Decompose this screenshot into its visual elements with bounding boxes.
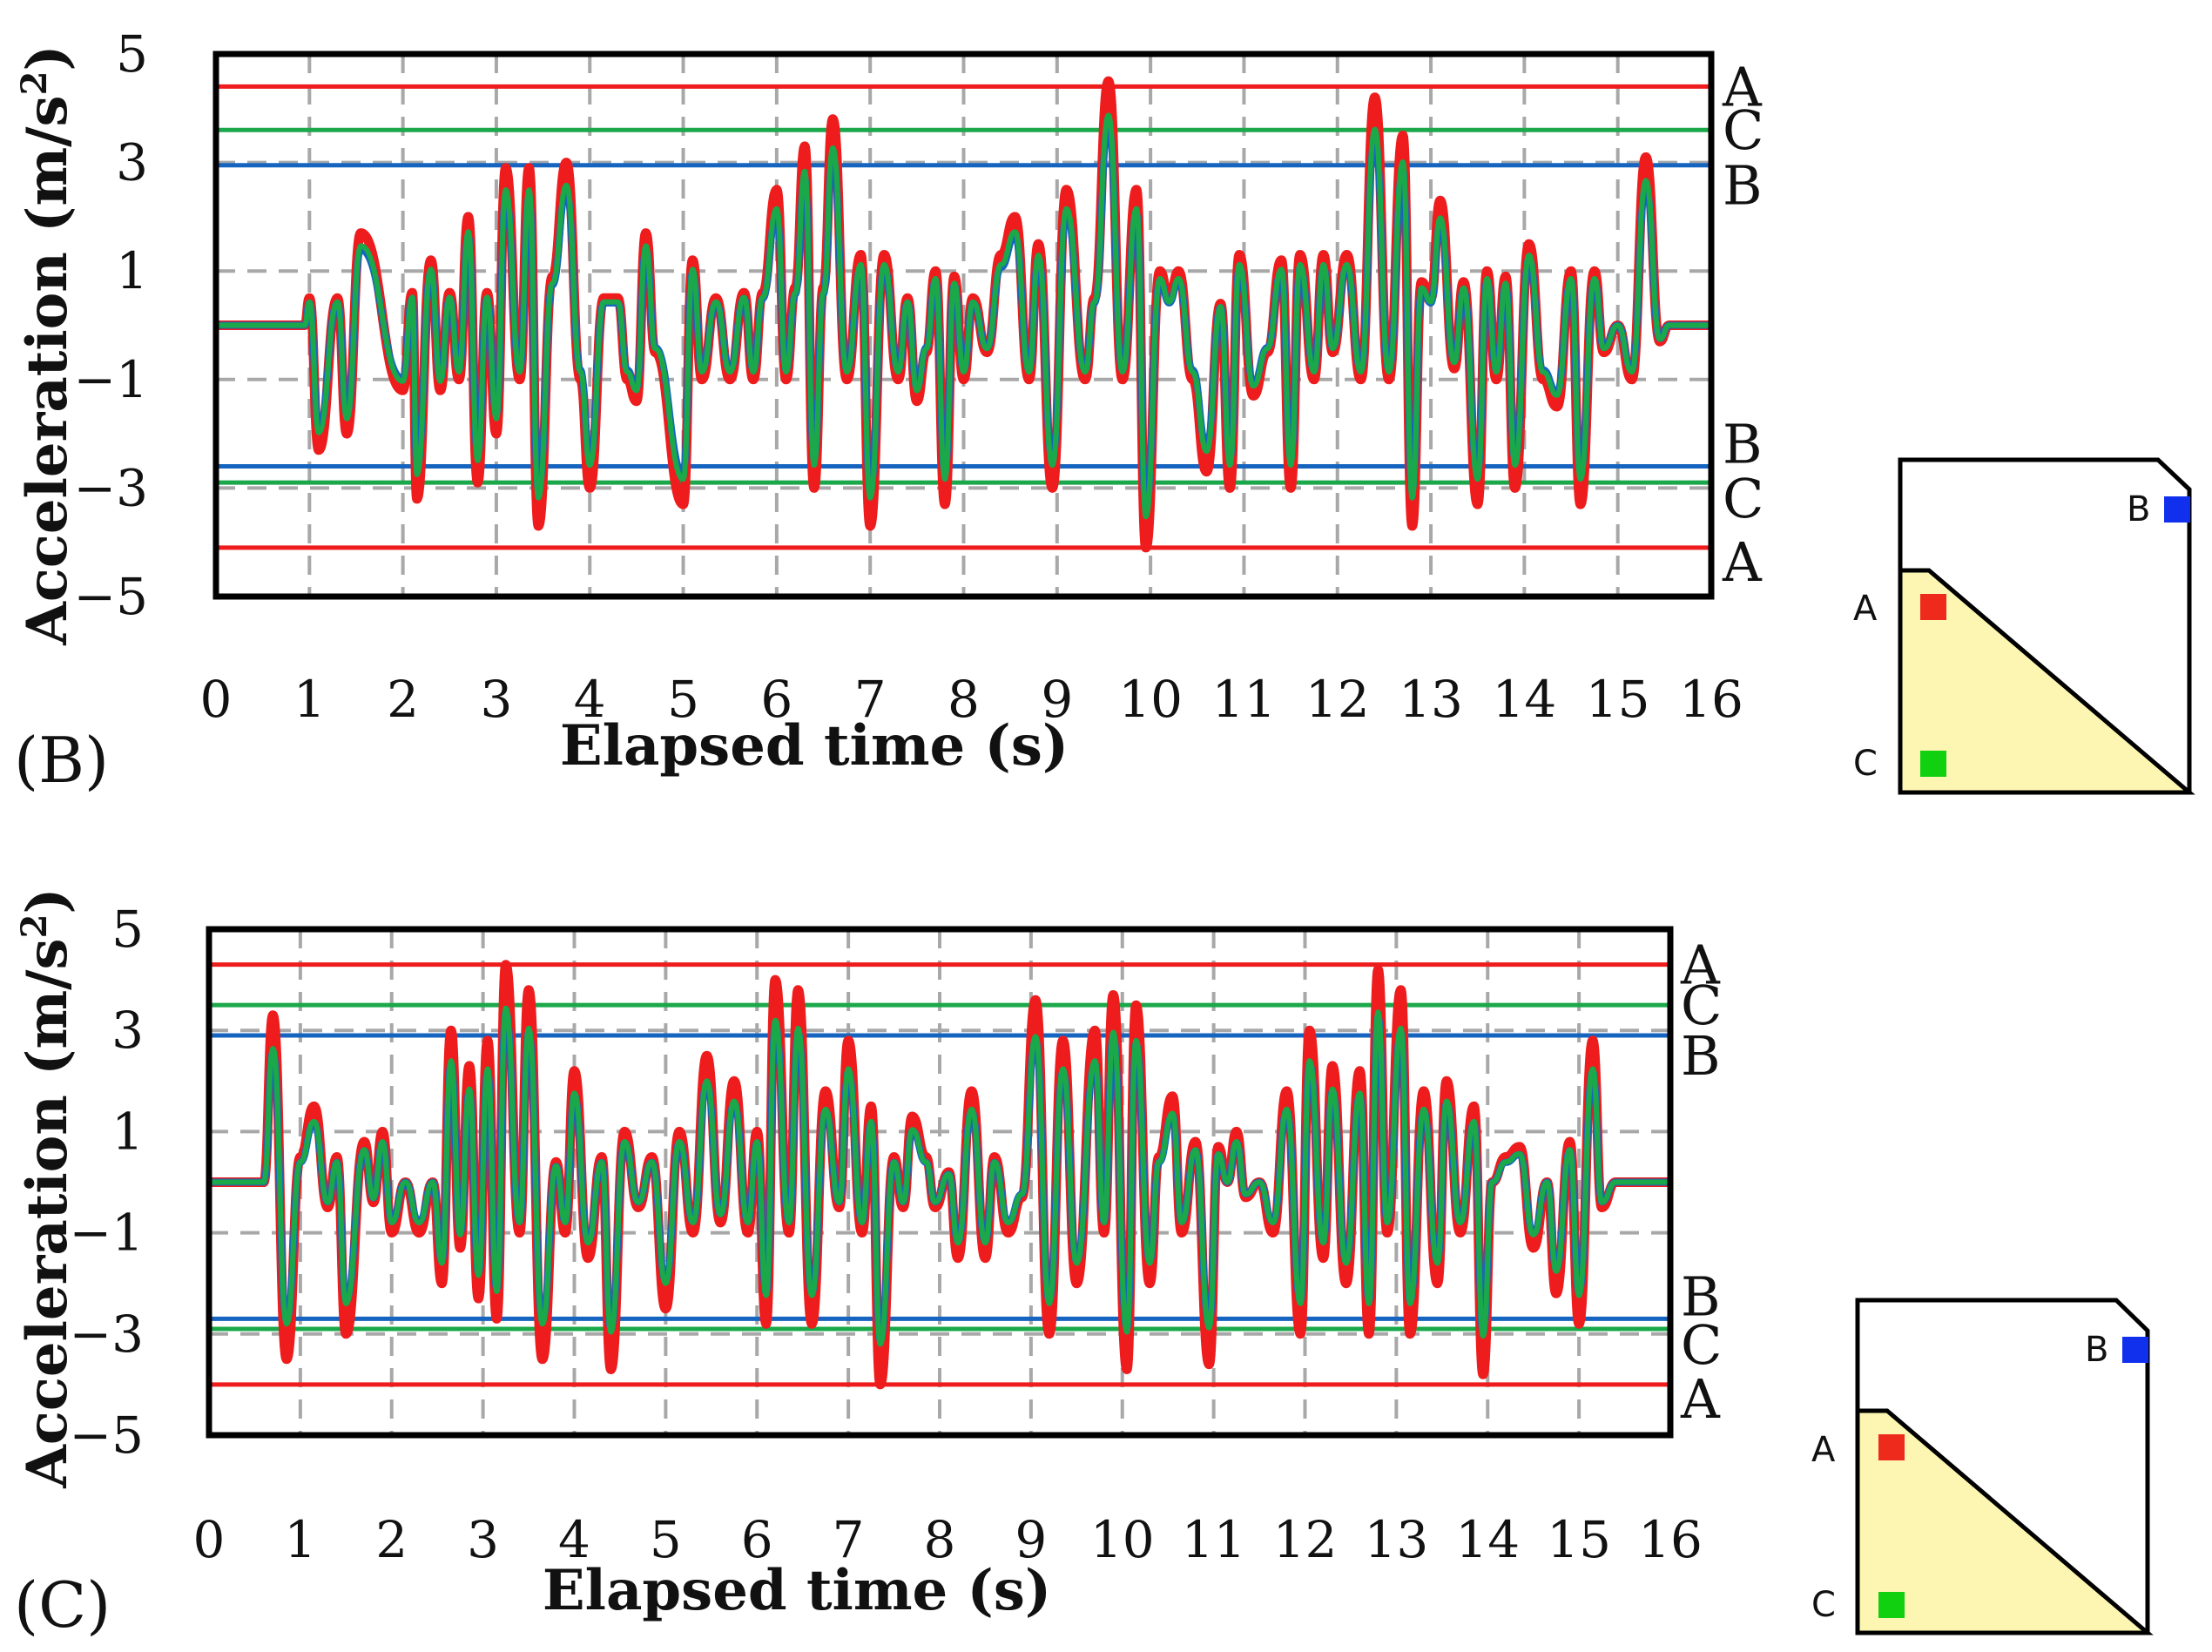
marker-label-c: C xyxy=(1811,1585,1836,1625)
marker-c xyxy=(1920,751,1946,777)
y-tick-labels-c: 5 3 1 −1 −3 −5 xyxy=(70,900,145,1465)
series-lines-b xyxy=(215,76,1711,553)
diagram-shaded-region xyxy=(1898,568,2195,795)
x-tick-label: 7 xyxy=(833,1510,865,1569)
x-tick-label: 3 xyxy=(480,670,512,729)
location-diagram-b: B A C xyxy=(1853,457,2195,795)
chart-panel-b: 531−1−3−5 0 1 2 3 4 5 6 7 8 9 10 11 12 13 14 15 16 ACBBC… xyxy=(14,24,1764,797)
threshold-label-c: C xyxy=(1723,467,1764,530)
threshold-label-a: A xyxy=(1680,934,1721,997)
x-tick-label: 15 xyxy=(1586,670,1650,729)
y-tick-label: 5 xyxy=(111,900,144,959)
series-line-a xyxy=(209,960,1670,1390)
marker-b xyxy=(2122,1337,2148,1363)
x-tick-label: 4 xyxy=(558,1510,590,1569)
threshold-label-a: A xyxy=(1680,1367,1721,1431)
x-tick-labels-c: 0 1 2 3 4 5 6 7 8 9 10 11 12 13 14 15 16 xyxy=(193,1510,1703,1569)
marker-label-c: C xyxy=(1853,744,1878,784)
x-axis-label-c: Elapsed time (s) xyxy=(543,1558,1051,1623)
threshold-label-b: B xyxy=(1681,1264,1721,1328)
y-tick-label: 1 xyxy=(111,1102,144,1161)
diagram-shaded-region xyxy=(1855,1408,2154,1635)
y-tick-label: −5 xyxy=(70,1406,145,1465)
y-tick-label: −3 xyxy=(70,1305,145,1364)
y-tick-label: 3 xyxy=(116,133,148,192)
series-line-c xyxy=(215,112,1711,520)
x-tick-label: 2 xyxy=(375,1510,408,1569)
x-tick-label: 3 xyxy=(467,1510,499,1569)
y-tick-labels-b: 5 3 1 −1 −3 −5 xyxy=(74,24,149,626)
x-tick-label: 15 xyxy=(1547,1510,1611,1569)
y-tick-label: −3 xyxy=(74,458,149,517)
x-tick-label: 0 xyxy=(193,1510,226,1569)
x-tick-label: 6 xyxy=(741,1510,773,1569)
y-tick-label: 1 xyxy=(116,241,148,300)
marker-a xyxy=(1920,594,1946,620)
plot-frame-c xyxy=(206,926,1674,1439)
x-tick-label: 10 xyxy=(1090,1510,1155,1569)
x-tick-label: 12 xyxy=(1273,1510,1338,1569)
marker-b xyxy=(2164,496,2190,523)
y-tick-label: −1 xyxy=(74,350,149,409)
plot-frame-b xyxy=(212,51,1715,600)
x-tick-label: 11 xyxy=(1212,670,1277,729)
threshold-label-b: B xyxy=(1723,412,1763,475)
chart-panel-c: 531−1−3−5 0 1 2 3 4 5 6 7 8 9 10 11 12 13 14 15 16 ACBBC… xyxy=(14,887,1723,1642)
x-tick-label: 4 xyxy=(574,670,606,729)
marker-label-a: A xyxy=(1811,1430,1836,1470)
x-tick-label: 9 xyxy=(1015,1510,1047,1569)
x-tick-label: 11 xyxy=(1182,1510,1246,1569)
threshold-label-c: C xyxy=(1681,974,1722,1037)
y-tick-label: 3 xyxy=(111,1001,144,1060)
x-tick-label: 7 xyxy=(854,670,887,729)
panel-label-b: (B) xyxy=(14,724,109,797)
threshold-label-c: C xyxy=(1681,1313,1722,1377)
x-tick-label: 10 xyxy=(1118,670,1183,729)
x-tick-label: 9 xyxy=(1041,670,1073,729)
threshold-label-c: C xyxy=(1723,98,1764,162)
y-tick-label: 5 xyxy=(116,24,148,84)
y-axis-label-c: Acceleration (m/s2) xyxy=(14,887,81,1488)
x-tick-label: 8 xyxy=(948,670,980,729)
marker-label-a: A xyxy=(1853,589,1878,629)
series-lines-c xyxy=(209,960,1670,1390)
x-tick-label: 1 xyxy=(284,1510,316,1569)
threshold-label-a: A xyxy=(1722,55,1763,118)
y-tick-label: −1 xyxy=(70,1204,145,1263)
y-tick-label: −5 xyxy=(74,567,149,626)
x-axis-label-b: Elapsed time (s) xyxy=(560,713,1069,779)
x-tick-label: 14 xyxy=(1492,670,1556,729)
series-line-c xyxy=(209,1005,1670,1347)
x-tick-label: 12 xyxy=(1305,670,1370,729)
x-tick-label: 6 xyxy=(760,670,792,729)
x-tick-label: 16 xyxy=(1679,670,1743,729)
marker-label-b: B xyxy=(2085,1330,2108,1370)
x-tick-label: 2 xyxy=(387,670,419,729)
x-tick-label: 1 xyxy=(293,670,326,729)
x-tick-label: 16 xyxy=(1638,1510,1703,1569)
marker-label-b: B xyxy=(2127,489,2150,529)
threshold-label-b: B xyxy=(1723,154,1763,218)
x-tick-label: 5 xyxy=(650,1510,682,1569)
y-axis-label-b: Acceleration (m/s2) xyxy=(14,44,81,645)
marker-a xyxy=(1878,1434,1905,1460)
x-tick-label: 5 xyxy=(667,670,699,729)
panel-label-c: (C) xyxy=(14,1568,111,1642)
threshold-label-a: A xyxy=(1722,530,1763,594)
x-tick-label: 13 xyxy=(1364,1510,1428,1569)
location-diagram-c: B A C xyxy=(1811,1298,2154,1635)
x-tick-labels-b: 0 1 2 3 4 5 6 7 8 9 10 11 12 13 14 15 16 xyxy=(200,670,1743,729)
x-tick-label: 13 xyxy=(1399,670,1463,729)
x-tick-label: 0 xyxy=(200,670,233,729)
threshold-lines-b xyxy=(216,84,1711,550)
marker-c xyxy=(1878,1592,1905,1618)
x-tick-label: 14 xyxy=(1455,1510,1520,1569)
x-tick-label: 8 xyxy=(924,1510,956,1569)
threshold-label-b: B xyxy=(1681,1024,1721,1088)
